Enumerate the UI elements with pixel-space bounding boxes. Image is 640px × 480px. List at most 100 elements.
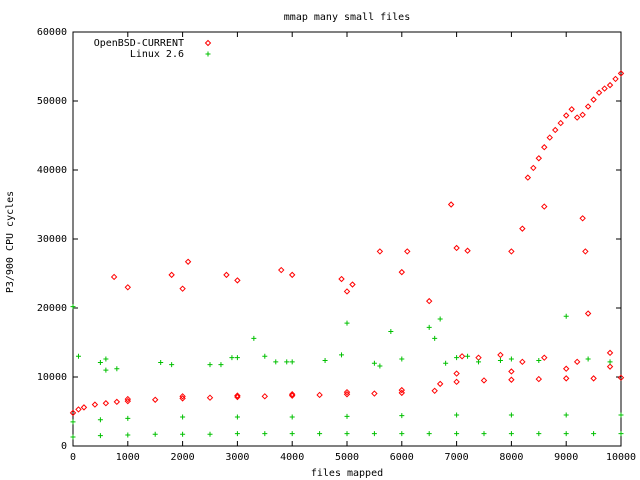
data-points <box>69 70 625 440</box>
data-point <box>552 126 559 134</box>
data-point <box>125 432 131 438</box>
data-point <box>316 391 323 399</box>
data-point <box>618 412 624 418</box>
data-point <box>288 271 296 279</box>
legend-marker-linux <box>205 51 211 57</box>
data-point <box>481 431 487 437</box>
data-point <box>338 275 345 283</box>
data-point <box>371 431 377 437</box>
x-tick-label: 4000 <box>280 452 304 463</box>
data-point <box>218 362 224 368</box>
data-point <box>590 375 597 382</box>
data-point <box>443 360 449 366</box>
data-point <box>562 375 570 382</box>
data-point <box>344 320 350 326</box>
data-point <box>465 353 471 359</box>
data-point <box>207 362 213 368</box>
data-point <box>557 119 564 127</box>
data-point <box>168 271 175 279</box>
x-tick-label: 9000 <box>554 452 578 463</box>
data-point <box>453 378 460 386</box>
data-point <box>536 431 542 437</box>
data-point <box>371 360 377 366</box>
data-point <box>508 431 514 437</box>
x-tick-label: 1000 <box>116 452 140 463</box>
data-point <box>399 413 405 419</box>
data-point <box>262 353 268 359</box>
data-point <box>124 395 132 403</box>
data-point <box>180 431 186 437</box>
data-point <box>317 431 323 437</box>
data-point <box>582 248 589 255</box>
data-point <box>102 400 110 407</box>
data-point <box>97 433 103 439</box>
data-point <box>179 393 186 400</box>
data-point <box>546 134 553 141</box>
y-tick-label: 50000 <box>37 96 67 107</box>
data-point <box>612 75 619 83</box>
data-point <box>103 356 109 362</box>
data-point <box>349 281 356 288</box>
data-point <box>432 335 438 341</box>
data-point <box>399 356 405 362</box>
x-tick-label: 2000 <box>171 452 195 463</box>
data-point <box>234 277 241 284</box>
data-point <box>425 297 433 305</box>
data-point <box>371 390 378 397</box>
data-point <box>404 248 411 255</box>
data-point <box>114 366 120 372</box>
x-tick-label: 6000 <box>390 452 414 463</box>
data-point <box>344 431 350 437</box>
data-point <box>618 431 624 437</box>
data-point <box>426 324 432 330</box>
data-point <box>601 85 608 92</box>
data-point <box>343 288 351 295</box>
data-point <box>530 164 537 172</box>
data-point <box>508 368 515 375</box>
legend-label-openbsd: OpenBSD-CURRENT <box>94 38 184 49</box>
legend-markers <box>204 39 212 57</box>
data-point <box>563 431 569 437</box>
data-point <box>339 352 345 358</box>
data-point <box>229 355 235 361</box>
data-point <box>617 70 625 77</box>
data-point <box>606 363 614 370</box>
data-point <box>113 398 121 406</box>
data-point <box>180 414 186 420</box>
data-point <box>591 431 597 437</box>
data-point <box>80 404 88 411</box>
data-point <box>606 81 614 89</box>
data-point <box>454 431 460 437</box>
data-point <box>541 144 548 151</box>
data-point <box>284 359 290 365</box>
data-point <box>234 392 241 399</box>
data-point <box>579 215 586 222</box>
data-point <box>431 387 438 395</box>
data-point <box>426 431 432 437</box>
data-point <box>70 434 76 440</box>
data-point <box>573 114 581 121</box>
data-point <box>97 417 103 423</box>
data-point <box>110 273 118 281</box>
data-point <box>70 419 76 425</box>
data-point <box>75 353 81 359</box>
data-point <box>573 358 581 366</box>
data-point <box>223 271 230 279</box>
data-point <box>151 396 159 403</box>
x-tick-label: 8000 <box>499 452 523 463</box>
data-point <box>508 412 514 418</box>
data-point <box>590 96 597 103</box>
y-tick-label: 30000 <box>37 234 67 245</box>
data-point <box>69 409 77 417</box>
data-point <box>453 244 460 252</box>
data-point <box>562 112 570 119</box>
data-point <box>206 394 214 401</box>
data-point <box>344 413 350 419</box>
data-point <box>234 355 240 361</box>
chart-title: mmap many small files <box>284 12 410 23</box>
data-point <box>568 106 575 113</box>
data-point <box>585 356 591 362</box>
data-point <box>508 356 514 362</box>
data-point <box>519 225 526 232</box>
